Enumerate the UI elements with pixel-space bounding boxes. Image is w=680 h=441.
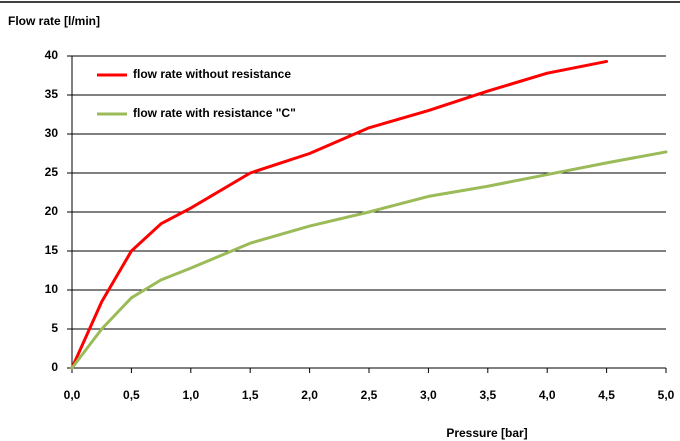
legend-label: flow rate without resistance (133, 67, 291, 81)
x-tick-label: 3,0 (420, 388, 437, 402)
y-tick-label: 30 (45, 126, 59, 140)
y-axis-label: Flow rate [l/min] (8, 14, 100, 28)
series-line (70, 150, 668, 370)
x-tick-label: 3,5 (479, 388, 496, 402)
x-tick-label: 4,5 (598, 388, 615, 402)
x-axis-label: Pressure [bar] (446, 426, 527, 440)
legend-label: flow rate with resistance "C" (133, 106, 296, 120)
y-tick-label: 35 (45, 87, 59, 101)
x-tick-label: 1,0 (182, 388, 199, 402)
x-tick-label: 0,0 (64, 388, 81, 402)
y-tick-label: 5 (51, 321, 58, 335)
y-tick-label: 10 (45, 282, 59, 296)
y-tick-label: 0 (51, 360, 58, 374)
y-tick-label: 25 (45, 165, 59, 179)
x-tick-label: 4,0 (539, 388, 556, 402)
x-tick-label: 0,5 (123, 388, 140, 402)
y-tick-label: 15 (45, 243, 59, 257)
x-tick-label: 1,5 (242, 388, 259, 402)
x-tick-label: 2,0 (301, 388, 318, 402)
y-tick-label: 40 (45, 48, 59, 62)
y-tick-label: 20 (45, 204, 59, 218)
x-tick-label: 2,5 (361, 388, 378, 402)
x-tick-label: 5,0 (658, 388, 675, 402)
series-line (70, 59, 609, 370)
